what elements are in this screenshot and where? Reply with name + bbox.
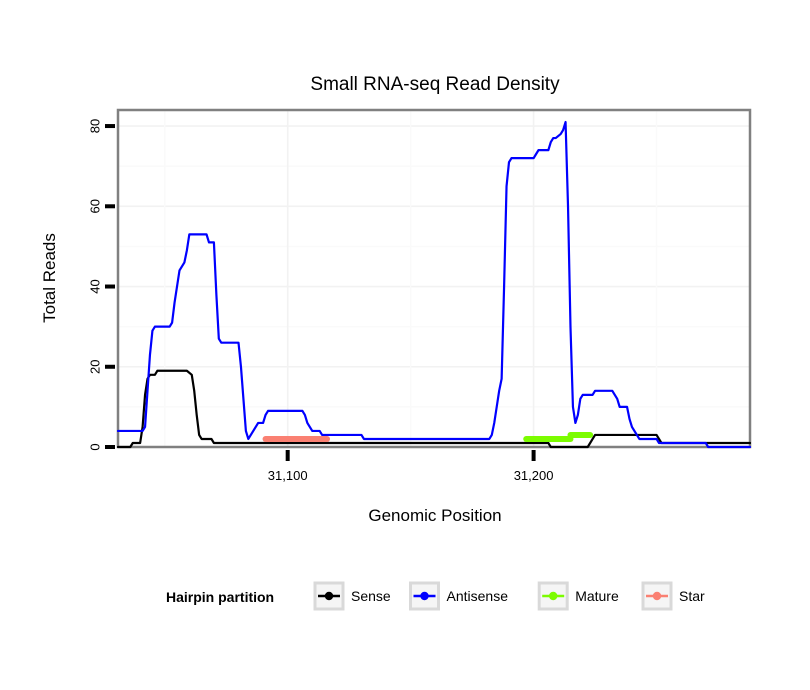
legend-item-star[interactable]: Star (641, 581, 705, 611)
chart-legend: Hairpin partition Sense Antisense Mature St… (166, 581, 705, 611)
grid-lines (118, 110, 750, 447)
y-tick-label: 20 (87, 360, 102, 374)
legend-item-mature[interactable]: Mature (537, 581, 619, 611)
legend-key-point (324, 591, 334, 601)
x-tick-label: 31,200 (514, 468, 554, 483)
chart-title: Small RNA-seq Read Density (310, 74, 560, 95)
series-line-antisense (116, 120, 752, 449)
legend-items: Sense Antisense Mature Star (313, 581, 705, 611)
legend-key-point (652, 591, 662, 601)
legend-title: Hairpin partition (166, 589, 274, 605)
legend-item-antisense[interactable]: Antisense (409, 581, 509, 611)
x-axis-title: Genomic Position (368, 506, 501, 525)
y-tick-label: 60 (87, 199, 102, 213)
legend-item-label: Mature (575, 588, 619, 604)
x-axis: 31,100 31,200 (268, 450, 554, 483)
data-series-layer (116, 120, 752, 449)
legend-key-point (549, 591, 558, 601)
x-tick-label: 31,100 (268, 468, 308, 483)
y-tick-label: 80 (87, 119, 102, 133)
legend-item-sense[interactable]: Sense (313, 581, 391, 611)
partition-annotation-layer (262, 431, 594, 442)
y-axis: 0 20 40 60 80 (87, 119, 115, 451)
y-tick-label: 40 (87, 279, 102, 293)
y-tick-label: 0 (87, 443, 102, 450)
y-axis-title: Total Reads (40, 233, 59, 323)
legend-item-label: Antisense (447, 588, 509, 604)
legend-key-point (420, 591, 429, 601)
plot-panel-border (116, 108, 752, 449)
legend-item-label: Sense (351, 588, 391, 604)
legend-item-label: Star (679, 588, 705, 604)
